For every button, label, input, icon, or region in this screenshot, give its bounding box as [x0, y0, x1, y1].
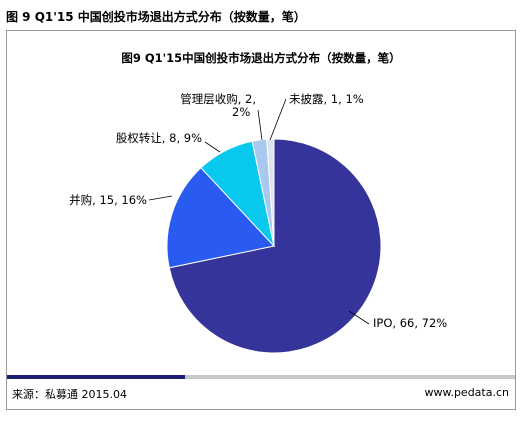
- leader-line-股权转让: [204, 141, 221, 153]
- pie-slice-IPO: [168, 138, 382, 354]
- leader-line-未披露: [269, 98, 287, 141]
- footer-source: 来源：私募通 2015.04: [12, 388, 127, 401]
- leader-line-并购: [148, 195, 173, 201]
- leader-line-管理层收购: [257, 109, 263, 141]
- footer-site-link[interactable]: www.pedata.cn: [424, 386, 509, 399]
- progress-bar: [7, 375, 515, 379]
- data-label-IPO: IPO, 66, 72%: [373, 316, 447, 330]
- data-label-股权转让: 股权转让, 8, 9%: [116, 131, 202, 145]
- leader-line-IPO: [348, 310, 370, 325]
- data-label-管理层收购: 2%: [232, 105, 250, 119]
- chart-title: 图9 Q1'15中国创投市场退出方式分布（按数量，笔）: [121, 51, 401, 65]
- data-label-未披露: 未披露, 1, 1%: [289, 92, 364, 106]
- progress-bar-fill: [7, 375, 185, 379]
- data-label-管理层收购: 管理层收购, 2,: [180, 92, 256, 106]
- header-title: 图 9 Q1'15 中国创投市场退出方式分布（按数量，笔）: [6, 10, 306, 24]
- pie-slice-并购: [166, 167, 275, 269]
- data-label-并购: 并购, 15, 16%: [69, 193, 147, 207]
